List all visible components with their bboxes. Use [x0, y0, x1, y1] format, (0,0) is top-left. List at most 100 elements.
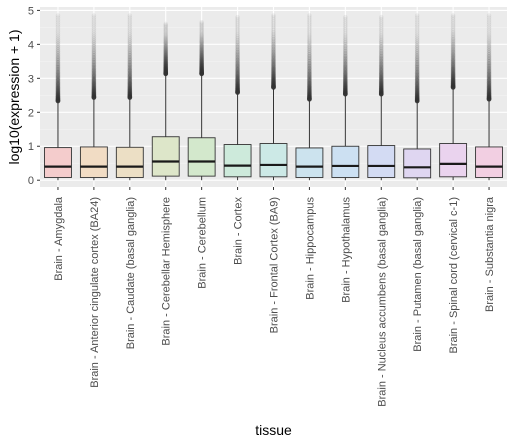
- outlier-point: [199, 25, 204, 31]
- outlier-point: [235, 77, 240, 83]
- outlier-point: [127, 68, 133, 74]
- outlier-point: [378, 42, 384, 47]
- outlier-point: [414, 77, 420, 82]
- outlier-point: [343, 34, 348, 40]
- outlier-point: [127, 51, 133, 56]
- outlier-point: [414, 26, 420, 32]
- box-8: [295, 13, 324, 181]
- outlier-point: [271, 75, 276, 80]
- outlier-point: [307, 13, 312, 18]
- outlier-point: [163, 63, 169, 69]
- outlier-point: [91, 79, 97, 85]
- outlier-point: [127, 71, 133, 77]
- outlier-point: [235, 75, 240, 81]
- outlier-point: [414, 87, 420, 92]
- outlier-point: [486, 22, 492, 27]
- outlier-point: [235, 88, 240, 93]
- outlier-point: [486, 53, 492, 59]
- outlier-point: [55, 77, 61, 82]
- outlier-point: [486, 94, 492, 99]
- outlier-point: [450, 49, 456, 55]
- outlier-point: [378, 43, 384, 49]
- outlier-point: [378, 85, 384, 90]
- outlier-point: [235, 66, 240, 71]
- outlier-point: [414, 47, 420, 52]
- outlier-point: [343, 79, 348, 85]
- outlier-point: [307, 26, 312, 32]
- outlier-point: [55, 24, 61, 30]
- outlier-point: [343, 55, 348, 61]
- outlier-point: [378, 73, 384, 79]
- outlier-point: [199, 35, 204, 41]
- outlier-point: [414, 68, 420, 73]
- outlier-point: [450, 64, 456, 70]
- outlier-point: [163, 41, 169, 47]
- outlier-point: [414, 72, 420, 78]
- box-body: [187, 137, 216, 177]
- outlier-point: [307, 28, 312, 34]
- outlier-point: [271, 26, 276, 31]
- outlier-point: [55, 75, 61, 81]
- outlier-point: [450, 77, 456, 83]
- outlier-point: [450, 72, 456, 78]
- outlier-point: [307, 90, 312, 96]
- outlier-point: [127, 26, 133, 31]
- outlier-point: [127, 90, 133, 96]
- box-body: [151, 136, 180, 177]
- outlier-point: [163, 35, 169, 41]
- outlier-point: [307, 73, 312, 78]
- box-body: [403, 148, 432, 179]
- outlier-point: [235, 81, 240, 87]
- outlier-point: [414, 90, 420, 95]
- outlier-point: [127, 56, 133, 62]
- outlier-point: [271, 58, 276, 63]
- outlier-point: [271, 18, 276, 24]
- outlier-point: [271, 73, 276, 79]
- outlier-point: [414, 24, 420, 30]
- outlier-point: [378, 89, 384, 95]
- outlier-point: [450, 63, 456, 68]
- outlier-point: [450, 82, 456, 88]
- outlier-point: [199, 47, 204, 52]
- x-tick-label: Brain - Putamen (basal ganglia): [412, 197, 424, 352]
- outlier-point: [127, 40, 133, 45]
- outlier-point: [55, 78, 61, 84]
- outlier-point: [91, 58, 97, 63]
- outlier-point: [91, 62, 97, 68]
- outlier-point: [486, 75, 492, 81]
- outlier-point: [163, 33, 169, 38]
- outlier-point: [163, 23, 169, 28]
- outlier-point: [163, 24, 169, 29]
- outlier-point: [163, 29, 169, 35]
- outlier-point: [55, 93, 61, 99]
- outlier-point: [450, 53, 456, 59]
- outlier-point: [343, 78, 348, 83]
- outlier-point: [235, 28, 240, 34]
- outlier-point: [127, 89, 133, 95]
- outlier-point: [199, 53, 204, 58]
- outlier-point: [486, 77, 492, 82]
- outlier-point: [271, 40, 276, 45]
- outlier-point: [91, 88, 97, 93]
- outlier-point: [91, 81, 97, 87]
- outlier-point: [55, 87, 61, 92]
- outlier-point: [199, 43, 204, 49]
- box-4: [151, 21, 180, 181]
- outlier-point: [307, 87, 312, 93]
- outlier-point: [91, 26, 97, 31]
- outlier-point: [307, 50, 312, 55]
- outlier-point: [378, 60, 384, 65]
- outlier-point: [414, 82, 420, 87]
- outlier-point: [235, 57, 240, 63]
- outlier-point: [307, 22, 312, 27]
- outlier-point: [55, 50, 61, 56]
- outlier-point: [414, 79, 420, 85]
- outlier-point: [307, 78, 312, 84]
- outlier-point: [307, 52, 312, 57]
- outlier-point: [307, 84, 312, 90]
- outlier-point: [91, 30, 97, 35]
- y-tick-label: 4: [28, 39, 34, 51]
- outlier-point: [343, 47, 348, 52]
- outlier-point: [235, 79, 240, 84]
- outlier-point: [378, 80, 384, 86]
